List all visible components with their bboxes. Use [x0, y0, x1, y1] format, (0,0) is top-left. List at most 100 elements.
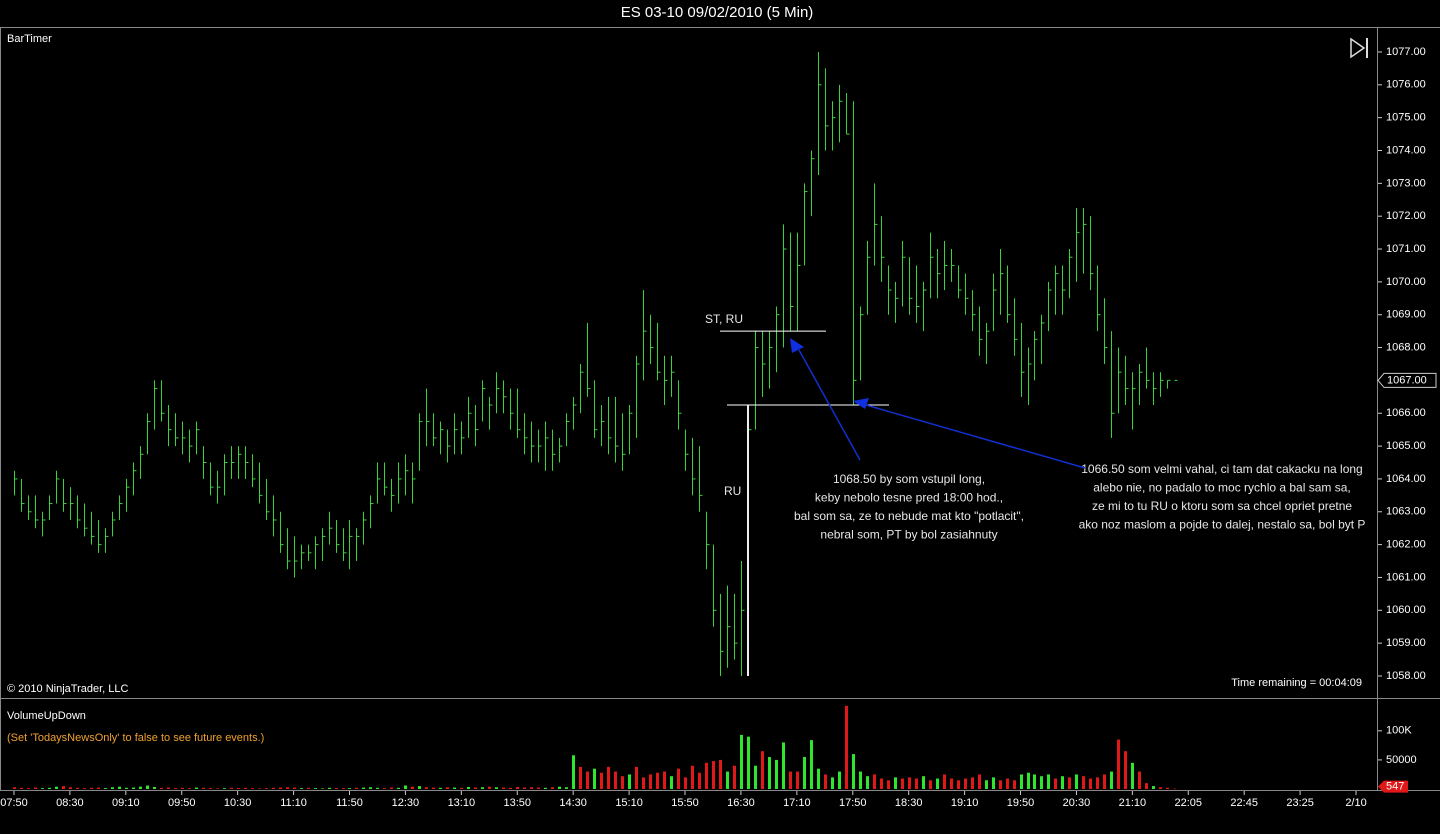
- volume-bar: [1006, 778, 1009, 789]
- volume-bar: [20, 787, 23, 789]
- x-tick-label: 13:50: [503, 797, 531, 809]
- volume-bar: [551, 787, 554, 789]
- arrows: [790, 338, 1086, 469]
- last-price-marker: [1377, 372, 1437, 388]
- x-tick-label: 16:30: [727, 797, 755, 809]
- volume-bar: [621, 776, 624, 789]
- volume-bar: [265, 788, 268, 789]
- volume-bar: [209, 788, 212, 789]
- volume-bar: [852, 754, 855, 789]
- volume-bar: [418, 786, 421, 789]
- play-icon[interactable]: [1350, 37, 1368, 59]
- volume-bar: [544, 787, 547, 789]
- timer: Time remaining = 00:04:09: [1231, 677, 1362, 689]
- volume-bar: [230, 787, 233, 789]
- volume-bar: [139, 786, 142, 789]
- x-tick-label: 23:25: [1286, 797, 1314, 809]
- volume-bar: [83, 788, 86, 789]
- y-tick-label: 50000: [1386, 754, 1417, 766]
- volume-bar: [439, 787, 442, 789]
- volume-bar: [251, 788, 254, 789]
- volume-bar: [922, 776, 925, 789]
- volume-bar: [698, 772, 701, 789]
- volume-bar: [202, 787, 205, 789]
- volume-bar: [670, 776, 673, 789]
- volume-bar: [978, 774, 981, 789]
- volume-bar: [642, 777, 645, 789]
- volume-bar: [411, 786, 414, 789]
- volume-bar: [167, 787, 170, 789]
- volume-bar: [1027, 772, 1030, 789]
- arrow-head: [853, 398, 869, 409]
- indicator-label: BarTimer: [7, 33, 52, 45]
- volume-bar: [845, 705, 848, 789]
- volume-bar: [13, 787, 16, 789]
- annotation: alebo nie, no padalo to moc rychlo a bal…: [1093, 481, 1350, 495]
- x-tick-label: 10:30: [224, 797, 252, 809]
- volume-bar: [649, 774, 652, 789]
- volume-bar: [887, 780, 890, 789]
- volume-bar: [691, 765, 694, 789]
- volume-bar: [244, 787, 247, 789]
- volume-bar: [404, 785, 407, 789]
- copyright: © 2010 NinjaTrader, LLC: [7, 683, 128, 695]
- volume-bar: [733, 765, 736, 789]
- volume-bar: [223, 788, 226, 789]
- volume-bar: [286, 787, 289, 789]
- volume-bar: [1061, 776, 1064, 789]
- volume-bar: [34, 787, 37, 789]
- volume-bar: [1020, 774, 1023, 789]
- volume-bar: [894, 777, 897, 789]
- volume-bar: [460, 787, 463, 789]
- volume-bar: [530, 787, 533, 789]
- volume-bar: [985, 780, 988, 789]
- volume-bar: [1159, 787, 1162, 789]
- y-tick-label: 1064.00: [1386, 473, 1426, 485]
- volume-bar: [803, 757, 806, 789]
- annotation: 1066.50 som velmi vahal, ci tam dat caka…: [1081, 462, 1362, 476]
- volume-bar: [943, 774, 946, 789]
- volume-bar: [41, 788, 44, 789]
- volume-bar: [342, 788, 345, 789]
- volume-bar: [97, 787, 100, 789]
- volume-bar: [1082, 776, 1085, 789]
- volume-bar: [153, 786, 156, 789]
- volume-bar: [656, 772, 659, 789]
- x-tick-label: 17:50: [839, 797, 867, 809]
- volume-bar: [160, 787, 163, 789]
- volume-bar: [62, 786, 65, 789]
- volume-bar: [69, 787, 72, 789]
- x-tick-label: 11:50: [336, 797, 363, 809]
- x-tick-label: 22:05: [1175, 797, 1203, 809]
- volume-bar: [390, 787, 393, 789]
- volume-bar: [1166, 787, 1169, 789]
- indicator-label: VolumeUpDown: [7, 710, 86, 722]
- volume-bar: [1096, 777, 1099, 789]
- volume-bar: [908, 777, 911, 789]
- y-tick-label: 1076.00: [1386, 79, 1426, 91]
- volume-bar: [195, 787, 198, 789]
- x-tick-label: 08:30: [56, 797, 84, 809]
- x-tick-label: 11:10: [280, 797, 307, 809]
- x-tick-label: 17:10: [783, 797, 811, 809]
- volume-bar: [929, 780, 932, 789]
- x-tick-label: 15:10: [615, 797, 643, 809]
- arrow-line: [865, 404, 1086, 469]
- volume-bar: [901, 778, 904, 789]
- volume-bar: [132, 787, 135, 789]
- volume-bar: [27, 788, 30, 789]
- volume-bar: [775, 759, 778, 789]
- volume-bar: [971, 777, 974, 789]
- x-tick-label: 18:30: [895, 797, 923, 809]
- volume-bar: [572, 755, 575, 789]
- volume-bar: [761, 751, 764, 789]
- annotation: ST, RU: [705, 312, 743, 326]
- volume-bar: [684, 777, 687, 789]
- annotation: ze mi to tu RU o ktoru som sa chcel opri…: [1092, 499, 1352, 513]
- x-tick-label: 09:50: [168, 797, 196, 809]
- volume-bar: [859, 771, 862, 789]
- volume-bar: [1075, 774, 1078, 789]
- volume-bar: [376, 787, 379, 789]
